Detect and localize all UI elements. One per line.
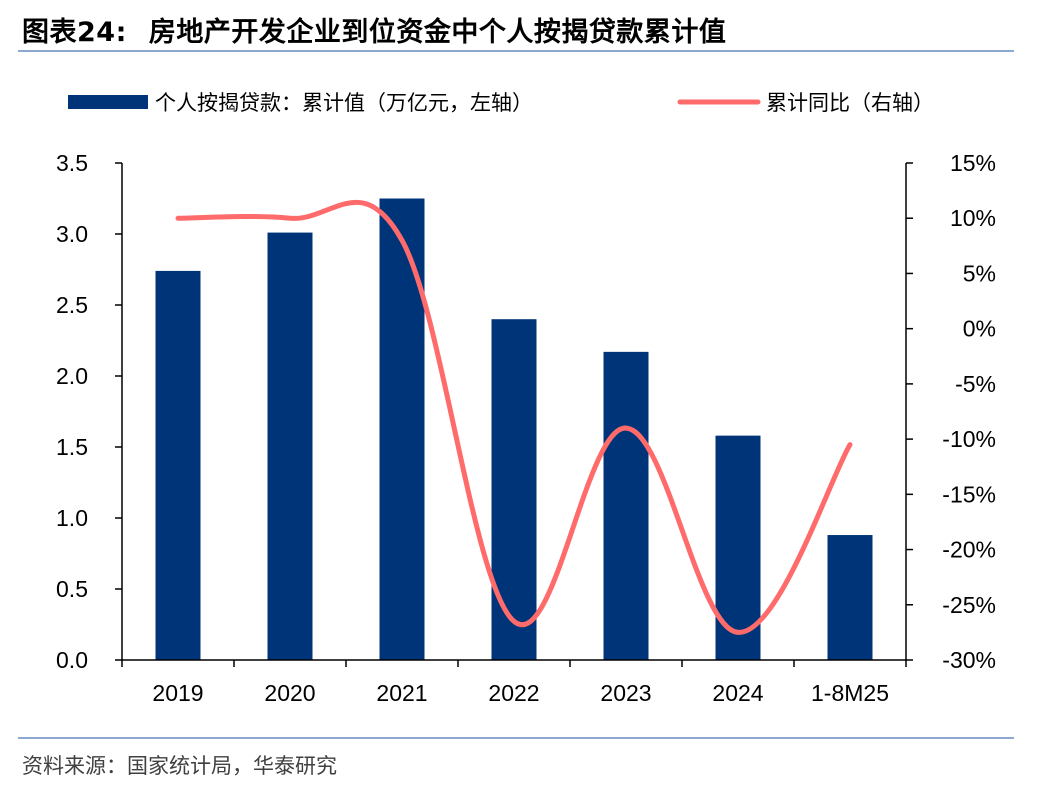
legend-line-label: 累计同比（右轴）	[766, 91, 934, 115]
y-left-tick-label: 1.0	[56, 505, 88, 531]
bar-2021	[379, 198, 425, 660]
y-left-tick-label: 0.5	[56, 576, 88, 602]
figure-label: 图表24:	[22, 17, 127, 48]
bar-2022	[491, 319, 537, 660]
figure-title: 图表24: 房地产开发企业到位资金中个人按揭贷款累计值	[22, 10, 726, 49]
y-right-tick-label: 10%	[950, 205, 996, 231]
x-tick-label: 2020	[264, 680, 315, 706]
title-rule	[18, 50, 1014, 52]
legend-bar-swatch	[68, 95, 148, 109]
legend: 个人按揭贷款：累计值（万亿元，左轴） 累计同比（右轴）	[68, 91, 934, 115]
chart: 个人按揭贷款：累计值（万亿元，左轴） 累计同比（右轴） 0.0 0.5 1.0 1.5…	[56, 91, 996, 706]
bar-1-8M25	[827, 535, 873, 660]
y-right-tick-label: 15%	[950, 150, 996, 176]
line-yoy	[175, 199, 853, 635]
figure-title-text: 房地产开发企业到位资金中个人按揭贷款累计值	[148, 17, 727, 48]
y-right-tick-label: -20%	[942, 537, 996, 563]
x-tick-label: 2021	[376, 680, 427, 706]
y-right-tick-label: -15%	[942, 481, 996, 507]
y-right-tick-label: -10%	[942, 426, 996, 452]
source-rule	[18, 737, 1014, 739]
axes: 0.0 0.5 1.0 1.5 2.0 2.5 3.0 3.5 -30% -25% -20% -15%…	[56, 150, 996, 706]
x-tick-label: 2022	[488, 680, 539, 706]
y-right-tick-label: -25%	[942, 592, 996, 618]
y-right-tick-label: 0%	[963, 316, 996, 342]
y-right-tick-label: -5%	[955, 371, 996, 397]
y-left-tick-label: 0.0	[56, 647, 88, 673]
x-tick-label: 2019	[152, 680, 203, 706]
y-right-tick-label: -30%	[942, 647, 996, 673]
y-left-tick-label: 2.5	[56, 292, 88, 318]
x-tick-label: 1-8M25	[811, 680, 889, 706]
bar-2020	[267, 232, 313, 660]
x-tick-label: 2024	[712, 680, 763, 706]
y-left-tick-label: 3.0	[56, 221, 88, 247]
y-left-tick-label: 1.5	[56, 434, 88, 460]
legend-bar-label: 个人按揭贷款：累计值（万亿元，左轴）	[155, 91, 533, 115]
y-left-tick-label: 3.5	[56, 150, 88, 176]
bars	[155, 198, 873, 660]
y-left-tick-label: 2.0	[56, 363, 88, 389]
source-note: 资料来源：国家统计局，华泰研究	[22, 754, 337, 778]
y-right-tick-label: 5%	[963, 260, 996, 286]
bar-2023	[603, 351, 649, 660]
x-tick-label: 2023	[600, 680, 651, 706]
bar-2019	[155, 270, 201, 660]
line-series	[175, 199, 853, 635]
